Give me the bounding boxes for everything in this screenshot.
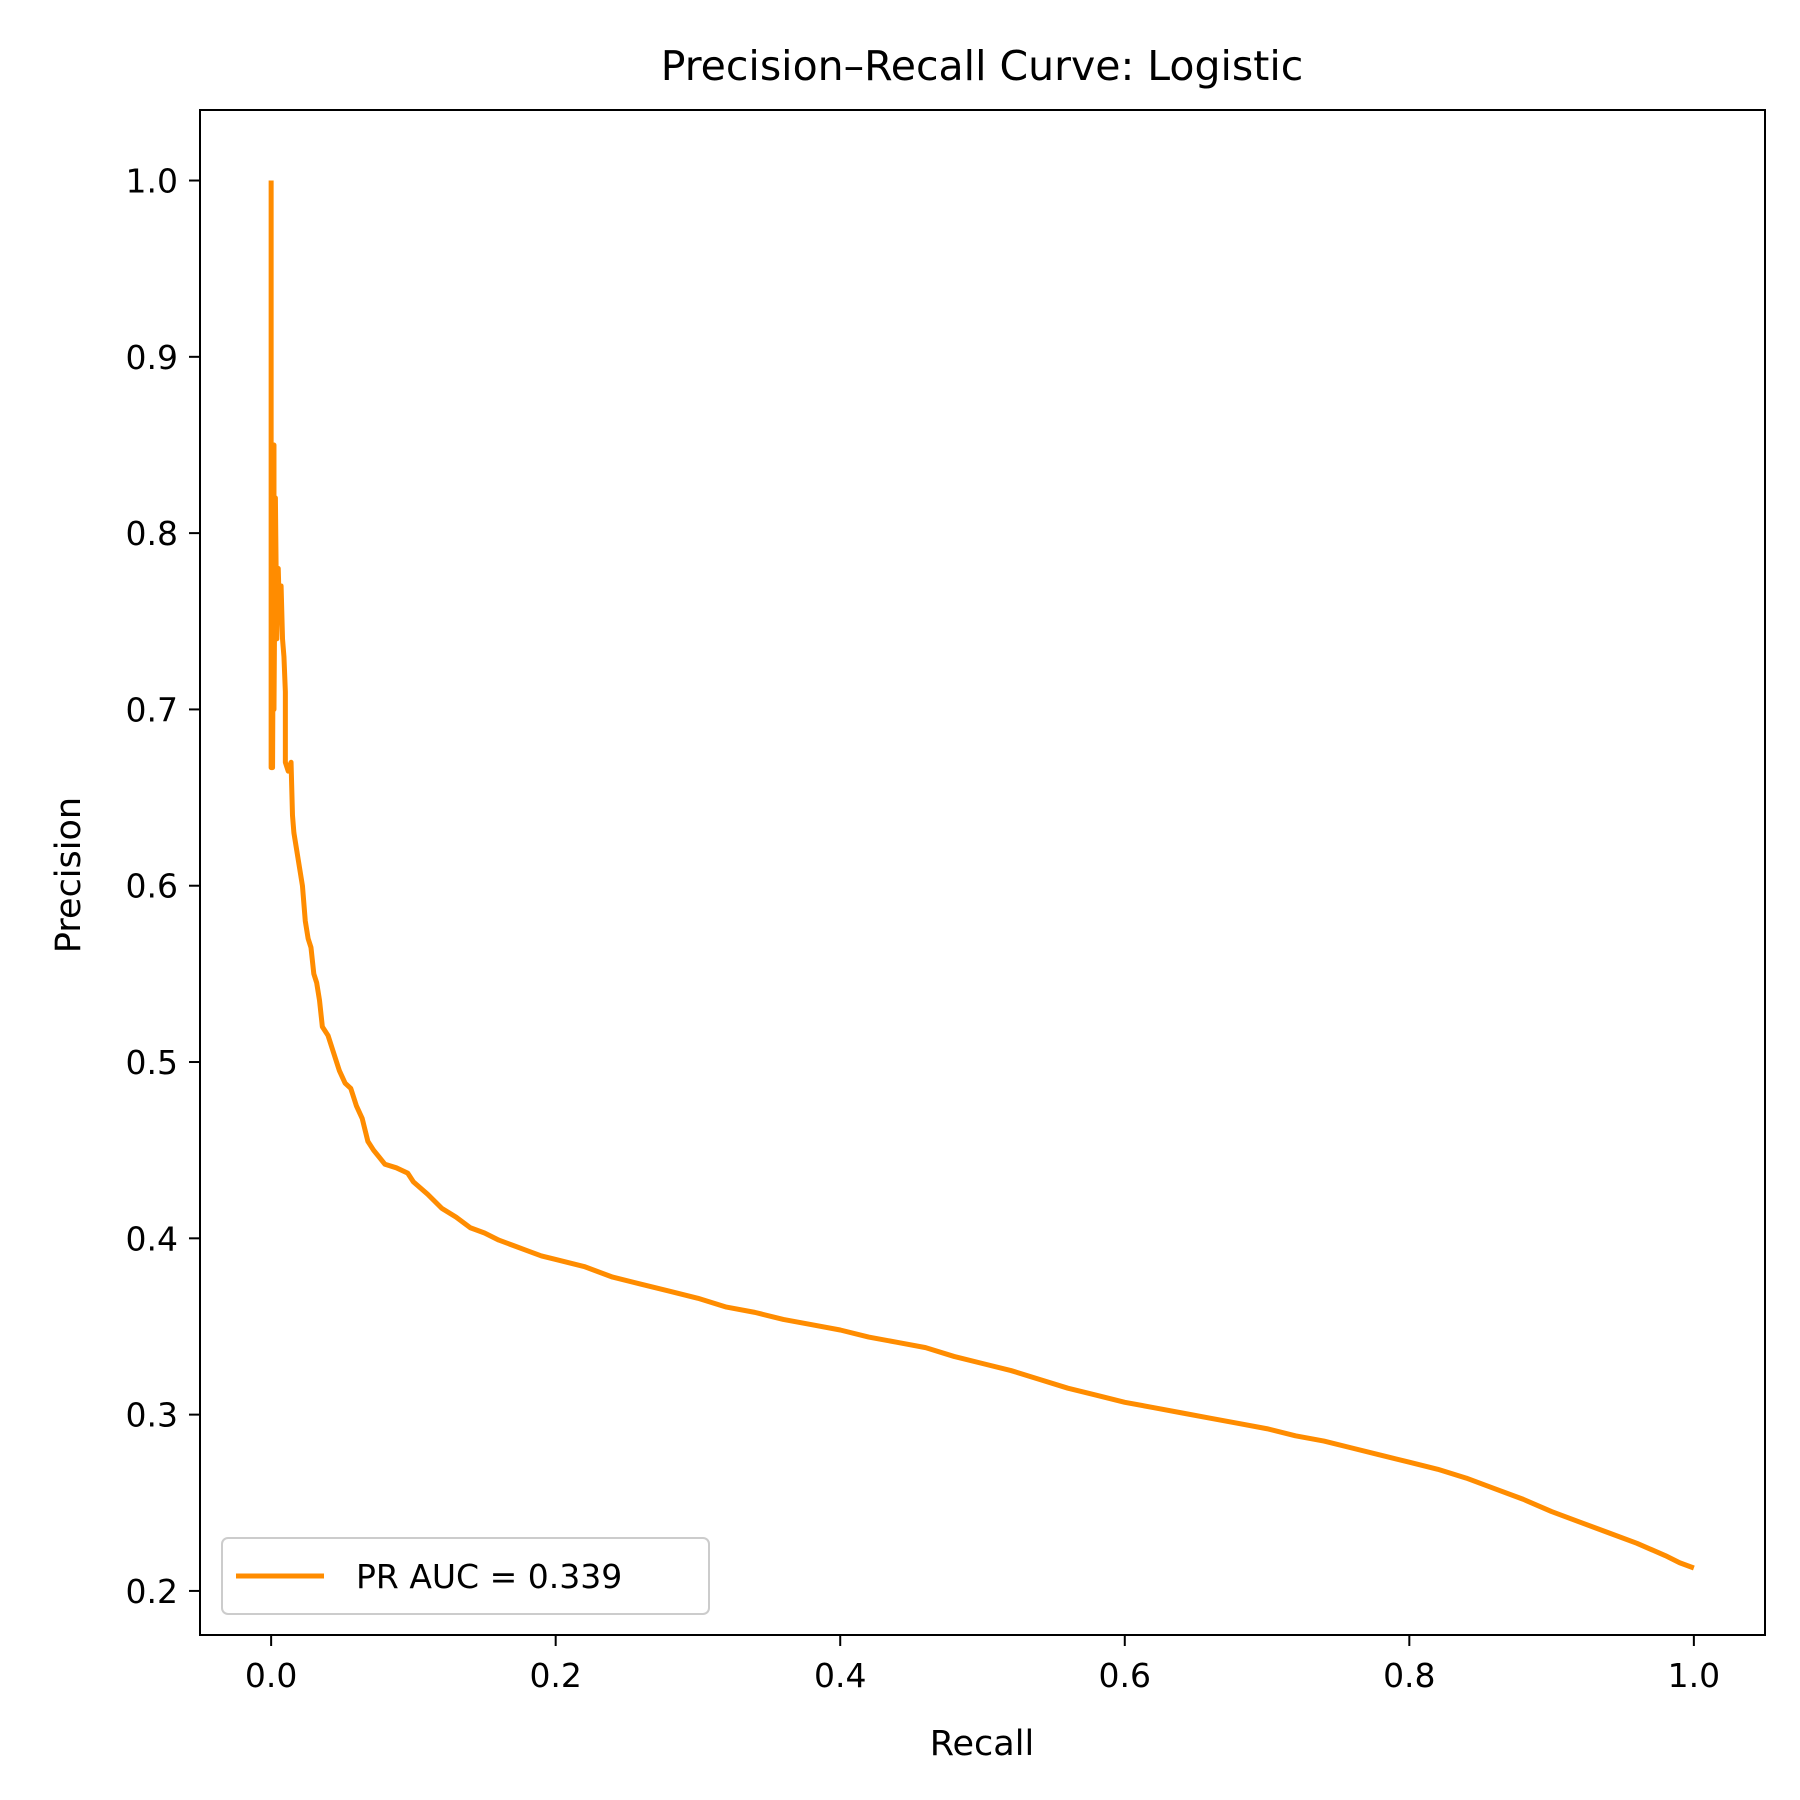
x-tick-label: 0.8 bbox=[1383, 1656, 1435, 1695]
y-tick-label: 0.8 bbox=[126, 514, 178, 553]
y-axis-label: Precision bbox=[49, 797, 89, 953]
x-tick-label: 0.0 bbox=[245, 1656, 297, 1695]
y-tick-label: 0.5 bbox=[126, 1043, 178, 1082]
x-tick-label: 1.0 bbox=[1668, 1656, 1720, 1695]
y-tick-label: 0.6 bbox=[126, 867, 178, 906]
x-tick-label: 0.2 bbox=[529, 1656, 581, 1695]
x-tick-label: 0.4 bbox=[814, 1656, 866, 1695]
y-tick-label: 0.4 bbox=[126, 1219, 178, 1258]
y-tick-label: 1.0 bbox=[126, 162, 178, 201]
legend-label: PR AUC = 0.339 bbox=[356, 1557, 622, 1596]
chart-title: Precision–Recall Curve: Logistic bbox=[661, 42, 1304, 90]
plot-area: 0.0 0.2 0.4 0.6 0.8 1.0 0.2 0.3 0.4 0.5 0.6 0.7 0.8 0… bbox=[126, 109, 1766, 1695]
y-tick-label: 0.7 bbox=[126, 690, 178, 729]
y-tick-label: 0.2 bbox=[126, 1572, 178, 1611]
axes-frame bbox=[199, 109, 1766, 1636]
series-line-0 bbox=[268, 180, 1695, 1571]
y-tick-label: 0.3 bbox=[126, 1396, 178, 1435]
x-tick-label: 0.6 bbox=[1099, 1656, 1151, 1695]
y-tick-label: 0.9 bbox=[126, 338, 178, 377]
x-axis-label: Recall bbox=[930, 1724, 1034, 1764]
legend-box bbox=[221, 1537, 710, 1615]
